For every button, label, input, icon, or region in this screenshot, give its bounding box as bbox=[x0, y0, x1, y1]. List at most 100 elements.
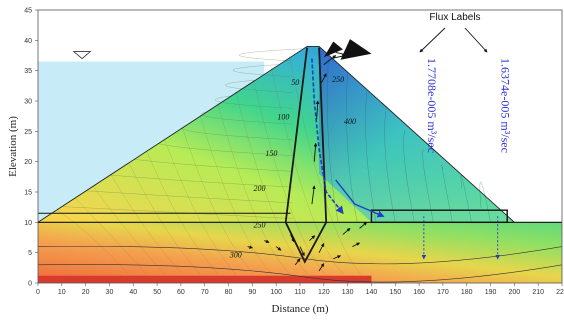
velocity-vector bbox=[247, 245, 253, 249]
x-tick-label: 140 bbox=[366, 289, 378, 296]
flow-line bbox=[146, 150, 218, 275]
flux-annotations: Flux Labels 1.7708e-005 m³/sec 1.6374e-005… bbox=[419, 12, 513, 260]
y-axis-title: Elevation (m) bbox=[7, 116, 19, 177]
x-tick-label: 30 bbox=[106, 289, 114, 296]
flow-line bbox=[56, 209, 129, 275]
structure-lines bbox=[37, 45, 562, 264]
flow-line bbox=[110, 174, 183, 275]
horizontal-drain bbox=[370, 209, 508, 224]
velocity-vector bbox=[318, 243, 325, 253]
flow-line bbox=[128, 162, 201, 275]
velocity-vector bbox=[321, 73, 327, 84]
x-tick-label: 20 bbox=[82, 289, 90, 296]
flux-value: 1.6374e-005 m³/sec bbox=[499, 58, 513, 153]
contour-label: 100 bbox=[277, 112, 289, 121]
equipotential-line bbox=[61, 206, 293, 219]
flux-pointer bbox=[464, 27, 488, 53]
contour-label: 300 bbox=[229, 251, 242, 260]
velocity-vector bbox=[342, 228, 351, 235]
equipotential-line bbox=[181, 127, 293, 141]
velocity-vector bbox=[290, 234, 295, 243]
velocity-vector bbox=[318, 263, 325, 272]
equipotential-line bbox=[225, 80, 293, 93]
x-tick-label: 220 bbox=[556, 289, 564, 296]
water-level-icon bbox=[72, 51, 92, 60]
flow-line bbox=[199, 115, 272, 275]
drain-flow-line bbox=[335, 179, 385, 218]
velocity-vector bbox=[309, 235, 316, 241]
equipotential-line bbox=[157, 143, 293, 156]
foundation-contour bbox=[37, 245, 563, 265]
x-axis-title: Distance (m) bbox=[271, 303, 328, 315]
equipotential-line bbox=[133, 159, 293, 172]
x-tick-label: 80 bbox=[225, 289, 233, 296]
x-tick-label: 180 bbox=[461, 289, 473, 296]
velocity-vector bbox=[275, 246, 282, 251]
velocity-vector bbox=[359, 221, 368, 229]
velocity-vector bbox=[264, 239, 270, 243]
y-tick-label: 0 bbox=[28, 281, 32, 288]
x-tick-label: 200 bbox=[509, 289, 521, 296]
y-tick-label: 40 bbox=[24, 38, 32, 45]
flow-line bbox=[164, 138, 236, 275]
velocity-vector bbox=[311, 185, 316, 205]
y-tick-label: 25 bbox=[24, 129, 32, 136]
x-tick-label: 40 bbox=[129, 289, 137, 296]
contour-labels: 50 100 150 200 250 300 250 400 bbox=[229, 75, 356, 260]
downstream-contour bbox=[460, 174, 472, 223]
contour-label: 150 bbox=[265, 149, 277, 158]
foundation-contour bbox=[37, 264, 563, 283]
equipotential-line bbox=[109, 174, 293, 188]
velocity-vector bbox=[315, 100, 320, 120]
contour-label: 250 bbox=[254, 220, 266, 229]
contour-label: 200 bbox=[254, 184, 266, 193]
x-tick-label: 70 bbox=[201, 289, 209, 296]
velocity-vector bbox=[352, 242, 361, 248]
x-tick-label: 0 bbox=[36, 289, 40, 296]
x-tick-label: 210 bbox=[532, 289, 544, 296]
flow-line bbox=[181, 126, 254, 275]
x-tick-label: 190 bbox=[485, 289, 497, 296]
contours bbox=[37, 48, 563, 283]
contour-label: 250 bbox=[332, 75, 344, 84]
x-tick-label: 100 bbox=[270, 289, 282, 296]
equipotential-line bbox=[232, 64, 293, 77]
equipotential-line bbox=[85, 190, 293, 204]
y-tick-label: 30 bbox=[24, 99, 32, 106]
flow-line bbox=[217, 103, 290, 275]
y-tick-label: 20 bbox=[24, 159, 32, 166]
flow-line bbox=[253, 79, 326, 275]
downstream-contour bbox=[346, 71, 358, 223]
contour-label: 50 bbox=[291, 78, 299, 87]
flow-vectors bbox=[247, 39, 372, 272]
y-tick-label: 15 bbox=[24, 190, 32, 197]
x-tick-label: 130 bbox=[342, 289, 354, 296]
contour-label: 400 bbox=[344, 117, 356, 126]
crest-exit-arrow bbox=[323, 41, 343, 58]
x-tick-label: 110 bbox=[294, 289, 305, 296]
y-tick-label: 35 bbox=[24, 68, 32, 75]
x-tick-label: 10 bbox=[58, 289, 66, 296]
crest-exit-arrow bbox=[340, 39, 372, 60]
y-tick-label: 10 bbox=[24, 220, 32, 227]
equipotential-line bbox=[201, 111, 293, 125]
x-tick-label: 150 bbox=[389, 289, 401, 296]
velocity-vector bbox=[313, 142, 318, 162]
y-tick-label: 45 bbox=[24, 8, 32, 15]
flux-value: 1.7708e-005 m³/sec bbox=[425, 58, 439, 153]
x-tick-label: 120 bbox=[318, 289, 330, 296]
flow-line bbox=[74, 197, 147, 275]
y-tick-label: 5 bbox=[28, 250, 32, 257]
downstream-contour bbox=[365, 91, 377, 223]
velocity-vector bbox=[299, 246, 305, 257]
downstream-contour bbox=[327, 52, 339, 223]
x-tick-label: 170 bbox=[437, 289, 449, 296]
axes: 0 10 20 30 40 50 60 70 80 90 100 110 120 130 140 150 160… bbox=[7, 8, 564, 316]
x-tick-label: 50 bbox=[153, 289, 161, 296]
x-tick-label: 60 bbox=[177, 289, 185, 296]
x-tick-label: 160 bbox=[413, 289, 425, 296]
flux-pointer bbox=[419, 27, 446, 53]
x-tick-label: 90 bbox=[248, 289, 256, 296]
downstream-contour bbox=[479, 181, 491, 223]
